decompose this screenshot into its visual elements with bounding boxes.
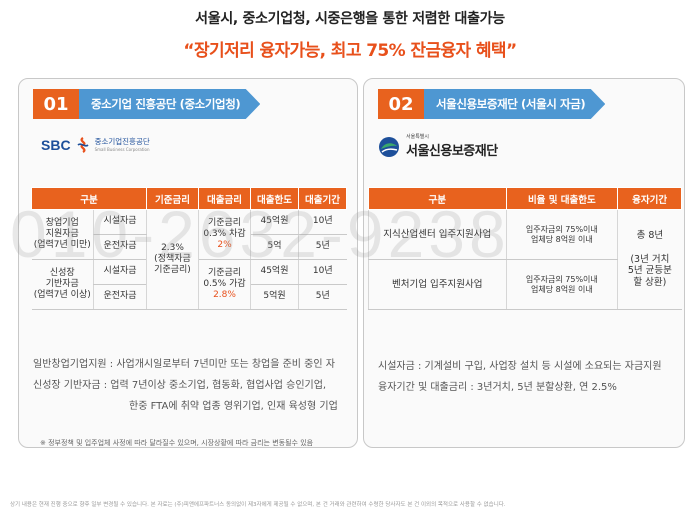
- startup-loan-rate: 기준금리 0.3% 차감 2%: [198, 209, 251, 260]
- note-line: 융자기간 및 대출금리 : 3년거치, 5년 분할상환, 연 2.5%: [378, 382, 617, 393]
- sbc-logo-abbr: SBC: [41, 137, 71, 153]
- program-ratio: 입주자금의 75%이내 업체당 8억원 이내: [505, 259, 619, 310]
- fund-type: 운전자금: [93, 284, 147, 310]
- table2-header-period: 융자기간: [617, 187, 682, 210]
- page-disclaimer: 상기 내용은 현재 진행 중으로 향후 일부 변경될 수 있습니다. 본 자료는…: [10, 502, 506, 508]
- seoul-credit-panel: 02 서울신용보증재단 (서울시 자금) 서울특별시 서울신용보증재단 구분 비…: [363, 78, 685, 448]
- seoul-logo-name: 서울신용보증재단: [406, 144, 498, 159]
- panel1-notes: 일반창업기업지원 : 사업개시일로부터 7년미만 또는 창업을 준비 중인 자 …: [33, 355, 347, 418]
- panel2-notes: 시설자금 : 기계설비 구입, 사업장 설치 등 시설에 소요되는 자금지원 융…: [378, 357, 674, 399]
- panel1-title: 중소기업 진흥공단 (중소기업청): [79, 89, 261, 119]
- table1-header-limit: 대출한도: [250, 187, 299, 210]
- growth-fund-name: 신성장 기반자금 (업력7년 이상): [31, 259, 94, 310]
- startup-rate-value: 2%: [217, 240, 232, 251]
- seoul-emblem-icon: [379, 137, 399, 157]
- seoul-loan-table: 구분 비율 및 대출한도 융자기간 지식산업센터 입주지원사업 입주자금의 75…: [368, 187, 682, 310]
- sbc-loan-table: 구분 기준금리 대출금리 대출한도 대출기간 창업기업 지원자금 (업력7년 미…: [31, 187, 347, 310]
- base-rate-cell: 2.3% (정책자금 기준금리): [146, 209, 199, 310]
- table-row: 지식산업센터 입주지원사업 입주자금의 75%이내 업체당 8억원 이내 총 8…: [368, 209, 682, 310]
- panel2-number: 02: [378, 89, 424, 119]
- sbc-logo-english: Small Business Corporation: [94, 146, 150, 152]
- table-row: 신성장 기반자금 (업력7년 이상) 시설자금 기준금리 0.5% 가감 2.8…: [31, 259, 347, 310]
- table1-header-category: 구분: [31, 187, 147, 210]
- panel1-header: 01 중소기업 진흥공단 (중소기업청): [33, 89, 261, 119]
- table2-header-category: 구분: [368, 187, 507, 210]
- table1-header-base-rate: 기준금리: [146, 187, 199, 210]
- sbc-logo-korean: 중소기업진흥공단: [94, 137, 150, 147]
- table-row: 벤처기업 입주지원사업 입주자금의 75%이내 업체당 8억원 이내: [368, 259, 682, 310]
- loan-period: 5년: [298, 284, 347, 310]
- program-name: 벤처기업 입주지원사업: [368, 259, 507, 310]
- startup-rate-desc: 기준금리 0.3% 차감: [203, 217, 246, 239]
- loan-period: 10년: [298, 259, 347, 285]
- note-line: 신성장 기반자금 : 업력 7년이상 중소기업, 협동화, 협업사업 승인기업,: [33, 380, 327, 391]
- program-name: 지식산업센터 입주지원사업: [368, 209, 507, 260]
- seoul-credit-logo: 서울특별시 서울신용보증재단: [378, 135, 498, 159]
- loan-period: 5년: [298, 234, 347, 260]
- sbc-logo: SBC 중소기업진흥공단 Small Business Corporation: [41, 137, 150, 153]
- note-line: 한중 FTA에 취약 업종 영위기업, 인재 육성형 기업: [129, 401, 338, 412]
- fund-type: 시설자금: [93, 209, 147, 235]
- program-ratio: 입주자금의 75%이내 업체당 8억원 이내: [505, 209, 619, 260]
- page-subheadline: “장기저리 융자가능, 최고 75% 잔금융자 혜택”: [183, 41, 517, 61]
- loan-period: 10년: [298, 209, 347, 235]
- page-headline: 서울시, 중소기업청, 시중은행을 통한 저렴한 대출가능: [195, 11, 505, 27]
- loan-period: 총 8년 (3년 거치 5년 균등분 할 상환): [617, 209, 682, 310]
- panel2-header: 02 서울신용보증재단 (서울시 자금): [378, 89, 606, 119]
- panel1-footnote: ※ 정부정책 및 입주업체 사정에 따라 달라질수 있으며, 시장상황에 따라 …: [40, 439, 314, 447]
- fund-type: 시설자금: [93, 259, 147, 285]
- panel1-number: 01: [33, 89, 79, 119]
- table1-header-period: 대출기간: [298, 187, 347, 210]
- panel2-title: 서울신용보증재단 (서울시 자금): [424, 89, 606, 119]
- table-row: 운전자금 5억 5년: [32, 234, 347, 260]
- loan-limit: 5억: [250, 234, 299, 260]
- seoul-logo-small: 서울특별시: [406, 134, 430, 140]
- loan-limit: 45억원: [250, 259, 299, 285]
- startup-fund-name: 창업기업 지원자금 (업력7년 미만): [31, 209, 94, 260]
- note-line: 일반창업기업지원 : 사업개시일로부터 7년미만 또는 창업을 준비 중인 자: [33, 359, 335, 370]
- growth-rate-value: 2.8%: [213, 290, 236, 301]
- sbc-emblem-icon: [76, 137, 89, 153]
- table1-header-loan-rate: 대출금리: [198, 187, 251, 210]
- note-line: 시설자금 : 기계설비 구입, 사업장 설치 등 시설에 소요되는 자금지원: [378, 361, 662, 372]
- table-row: 운전자금 5억원 5년: [32, 284, 347, 310]
- table2-header-ratio: 비율 및 대출한도: [505, 187, 619, 210]
- growth-loan-rate: 기준금리 0.5% 가감 2.8%: [198, 259, 251, 310]
- growth-rate-desc: 기준금리 0.5% 가감: [203, 267, 246, 289]
- sbc-loan-panel: 01 중소기업 진흥공단 (중소기업청) SBC 중소기업진흥공단 Small …: [18, 78, 358, 448]
- fund-type: 운전자금: [93, 234, 147, 260]
- loan-limit: 45억원: [250, 209, 299, 235]
- loan-limit: 5억원: [250, 284, 299, 310]
- table-row: 창업기업 지원자금 (업력7년 미만) 시설자금 2.3% (정책자금 기준금리…: [31, 209, 347, 310]
